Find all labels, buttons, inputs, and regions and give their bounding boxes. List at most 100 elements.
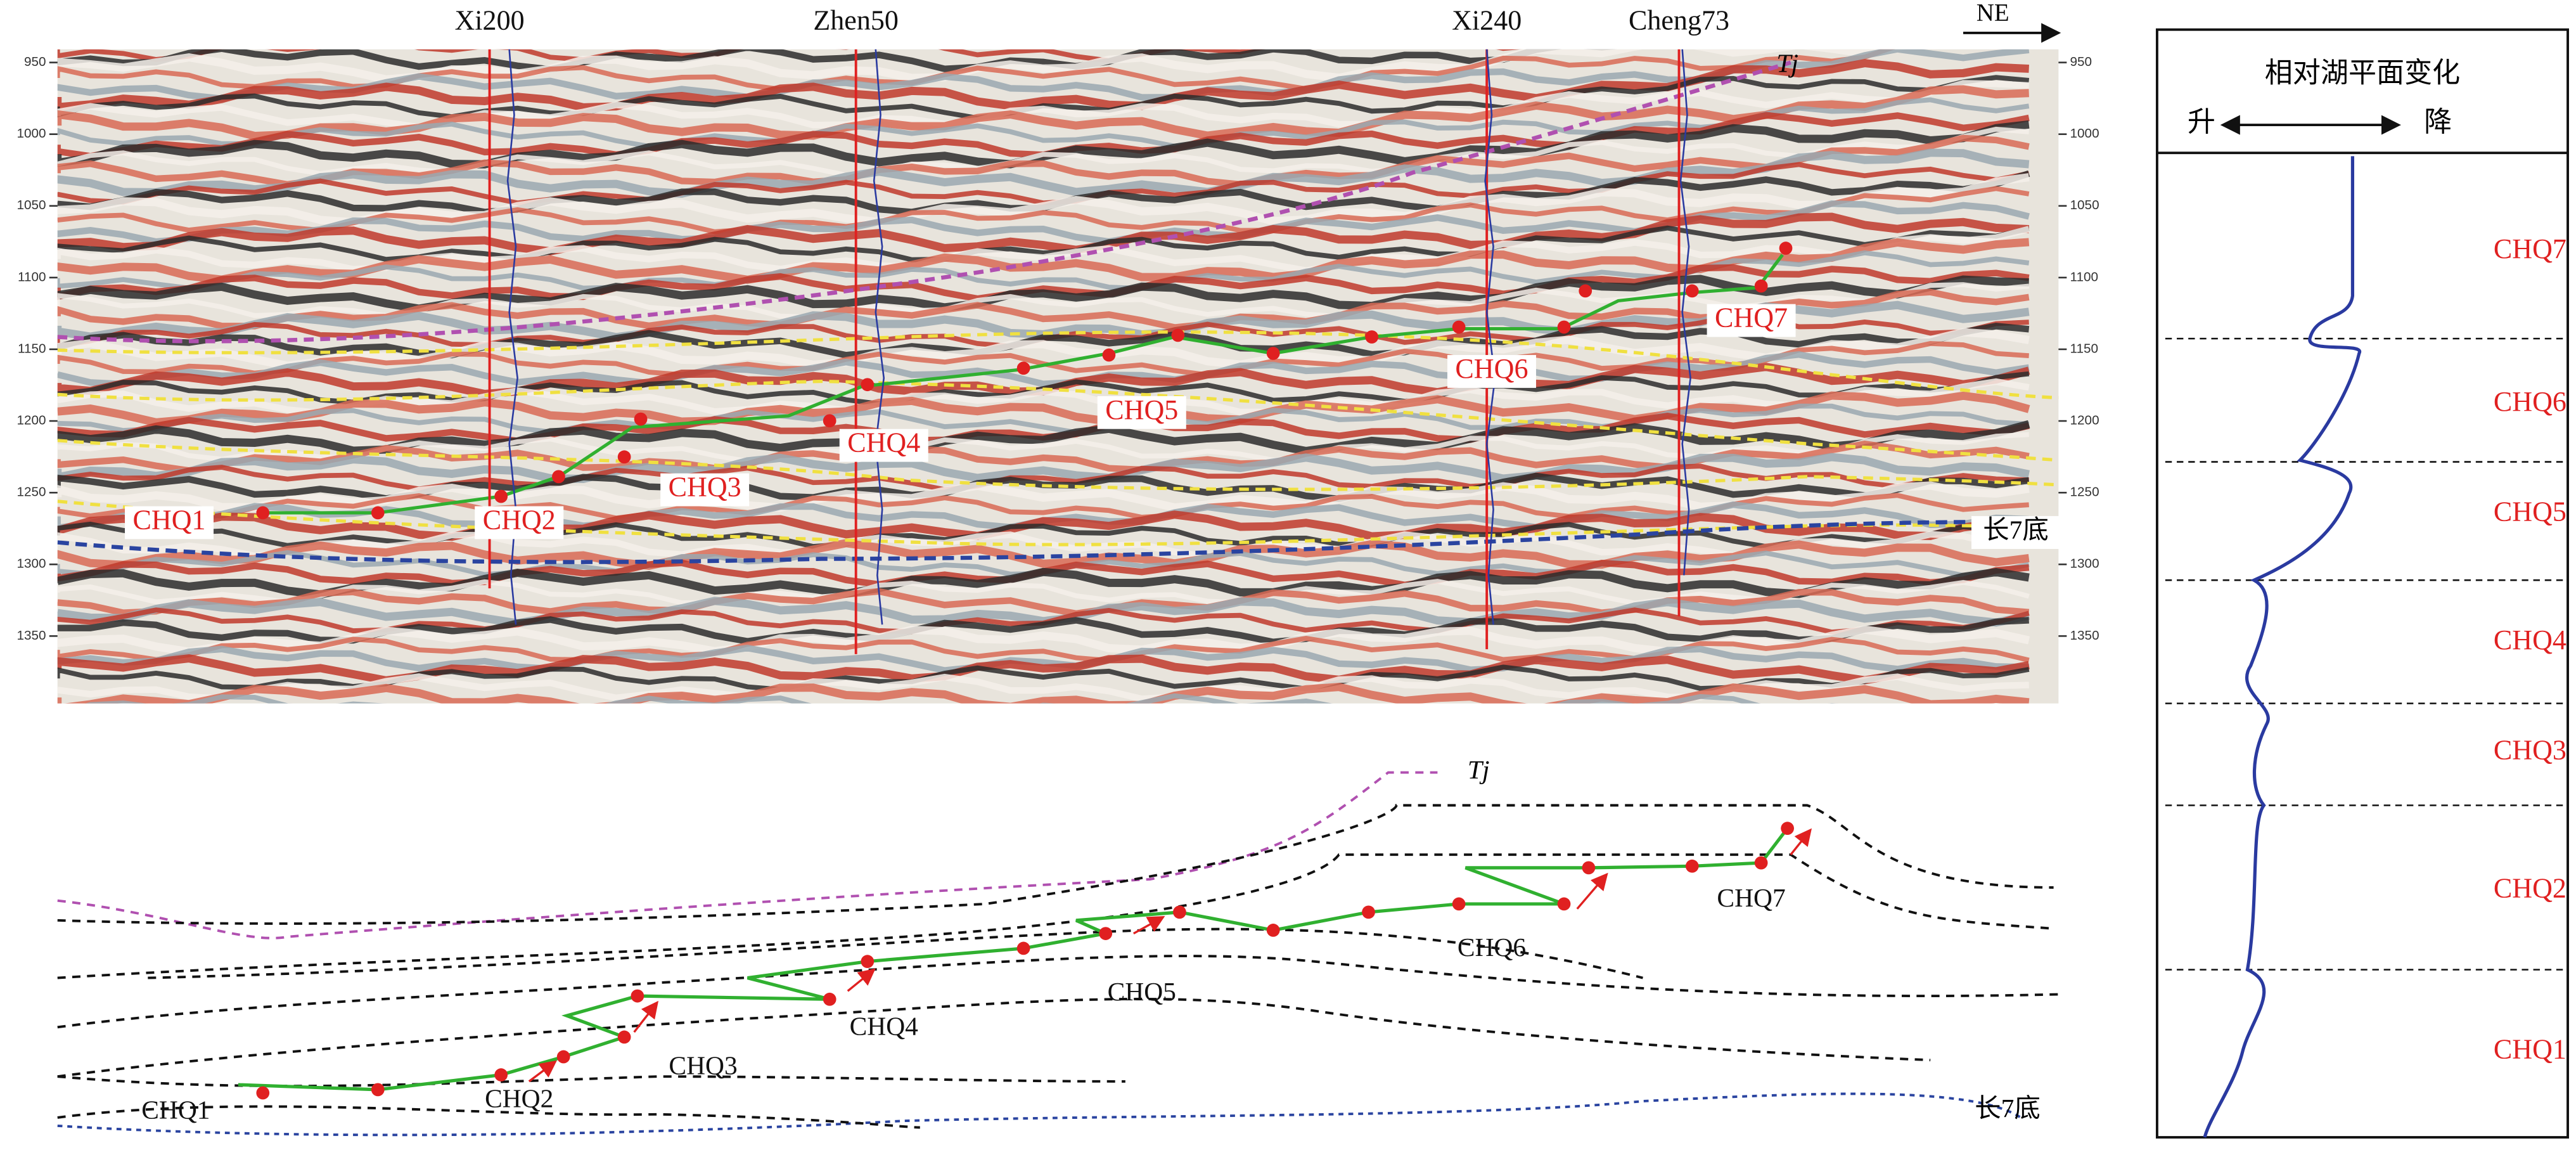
seismic-stripe xyxy=(57,274,2029,313)
well-name: Xi200 xyxy=(454,4,524,36)
sequence-label: CHQ7 xyxy=(1715,302,1788,333)
tick-label: 950 xyxy=(2070,55,2092,69)
seismic-stripe xyxy=(57,112,2030,160)
seismic-stripe xyxy=(57,636,2030,663)
tj-horizon xyxy=(57,60,1791,344)
well-name: Zhen50 xyxy=(813,4,899,36)
yellow-horizon xyxy=(57,500,2059,546)
fall-label: 降 xyxy=(2424,107,2452,138)
sequence-label: CHQ5 xyxy=(1108,977,1176,1006)
tick-label: 1050 xyxy=(16,198,46,212)
sequence-label: CHQ6 xyxy=(2494,386,2566,417)
sequence-label: CHQ5 xyxy=(2494,496,2566,527)
sequence-label: CHQ4 xyxy=(2494,624,2566,655)
seismic-stripe xyxy=(57,588,2030,617)
sequence-label: CHQ1 xyxy=(2494,1033,2566,1064)
seismic-stripe xyxy=(57,403,2029,436)
correlation-points xyxy=(256,242,1793,520)
direction-label: NE xyxy=(1977,0,2009,26)
tick-label: 1250 xyxy=(16,485,46,500)
label-bg xyxy=(1971,516,2060,549)
tj-label: Tj xyxy=(1468,755,1490,784)
seismic-stripe xyxy=(57,126,2030,178)
seismic-stripe xyxy=(57,463,2029,493)
sequence-label: CHQ1 xyxy=(132,505,205,536)
rise-label: 升 xyxy=(2188,107,2215,138)
seismic-stripe xyxy=(57,225,2030,262)
depth-axes: 950 1000 1050 1100 1150 1200 1250 1300 1350 950 10… xyxy=(16,55,2099,643)
sequence-label: CHQ5 xyxy=(1105,394,1178,425)
tick-label: 1200 xyxy=(16,413,46,428)
seismic-stripe xyxy=(57,412,2030,444)
sequence-label: CHQ3 xyxy=(2494,735,2566,766)
yellow-horizon xyxy=(57,439,2059,491)
seismic-stripe xyxy=(57,49,1906,84)
sequence-label: CHQ7 xyxy=(2494,233,2566,264)
seismic-stripe xyxy=(57,351,2030,388)
well-logs xyxy=(506,49,1691,625)
tick-label: 950 xyxy=(24,55,46,69)
seismic-stripe xyxy=(57,579,2030,606)
well-name: Cheng73 xyxy=(1629,4,1729,36)
tick-label: 1350 xyxy=(16,628,46,643)
panel-title: 相对湖平面变化 xyxy=(2265,57,2460,88)
label-bg xyxy=(475,506,564,539)
seismic-stripe xyxy=(57,340,2029,378)
tick-label: 1000 xyxy=(2070,126,2099,141)
sequence-label: CHQ7 xyxy=(1717,883,1785,912)
seismic-stripe xyxy=(57,148,2030,198)
tick-label: 1100 xyxy=(18,269,46,284)
seismic-stripe xyxy=(57,391,2030,427)
seismic-stripe xyxy=(57,539,2030,570)
yellow-horizon xyxy=(57,379,2059,462)
seismic-stripe xyxy=(57,597,2030,628)
sequence-label: CHQ6 xyxy=(1458,933,1526,962)
tick-label: 1150 xyxy=(18,341,46,356)
label-bg xyxy=(125,506,214,539)
tick-label: 1250 xyxy=(2070,485,2099,500)
tick-label: 1100 xyxy=(2070,269,2099,284)
sequence-label: CHQ2 xyxy=(2494,872,2566,903)
sequence-label: CHQ2 xyxy=(483,505,556,536)
seismic-stripe xyxy=(57,453,2030,484)
seismic-stripe xyxy=(57,328,2030,370)
seismic-stripe xyxy=(57,282,2030,320)
base-horizon xyxy=(57,520,2059,564)
sequence-label: CHQ2 xyxy=(485,1084,553,1113)
sequence-label: CHQ4 xyxy=(850,1011,919,1040)
sketch-points xyxy=(256,822,1794,1100)
seismic-stripe xyxy=(57,645,2029,674)
seismic-stripe xyxy=(57,288,2030,331)
lake-level-curve xyxy=(2203,156,2361,1138)
tick-label: 1300 xyxy=(2070,557,2099,571)
tick-label: 1050 xyxy=(2070,198,2099,212)
label-bg xyxy=(660,473,750,507)
seismic-stripe xyxy=(57,654,2030,685)
label-bg xyxy=(1707,304,1796,337)
yellow-horizon xyxy=(57,330,2059,400)
seismic-stripe xyxy=(57,162,2030,206)
seismic-stripe xyxy=(57,49,1521,63)
seismic-stripe xyxy=(57,607,2030,635)
seismic-stripe xyxy=(57,481,2030,512)
seismic-stripe xyxy=(57,472,2030,503)
well-name: Xi240 xyxy=(1452,4,1522,36)
sketch-horizons xyxy=(57,771,2059,1137)
tick-label: 1350 xyxy=(2070,628,2099,643)
sequence-label: CHQ3 xyxy=(669,472,741,503)
correlation-line xyxy=(262,254,1784,515)
seismic-stripe xyxy=(57,212,2029,256)
base-label: 长7底 xyxy=(1983,515,2049,545)
label-bg xyxy=(1447,355,1536,388)
tick-label: 1200 xyxy=(2070,413,2099,428)
sequence-boundaries xyxy=(2165,337,2568,971)
wells xyxy=(488,49,1681,654)
seismic-stripe xyxy=(57,521,2030,549)
lake-level-frame xyxy=(2155,28,2569,1139)
seismic-stripe xyxy=(57,420,2030,456)
tick-label: 1000 xyxy=(16,126,46,141)
tick-label: 1150 xyxy=(2070,341,2099,356)
base-label: 长7底 xyxy=(1975,1094,2041,1123)
